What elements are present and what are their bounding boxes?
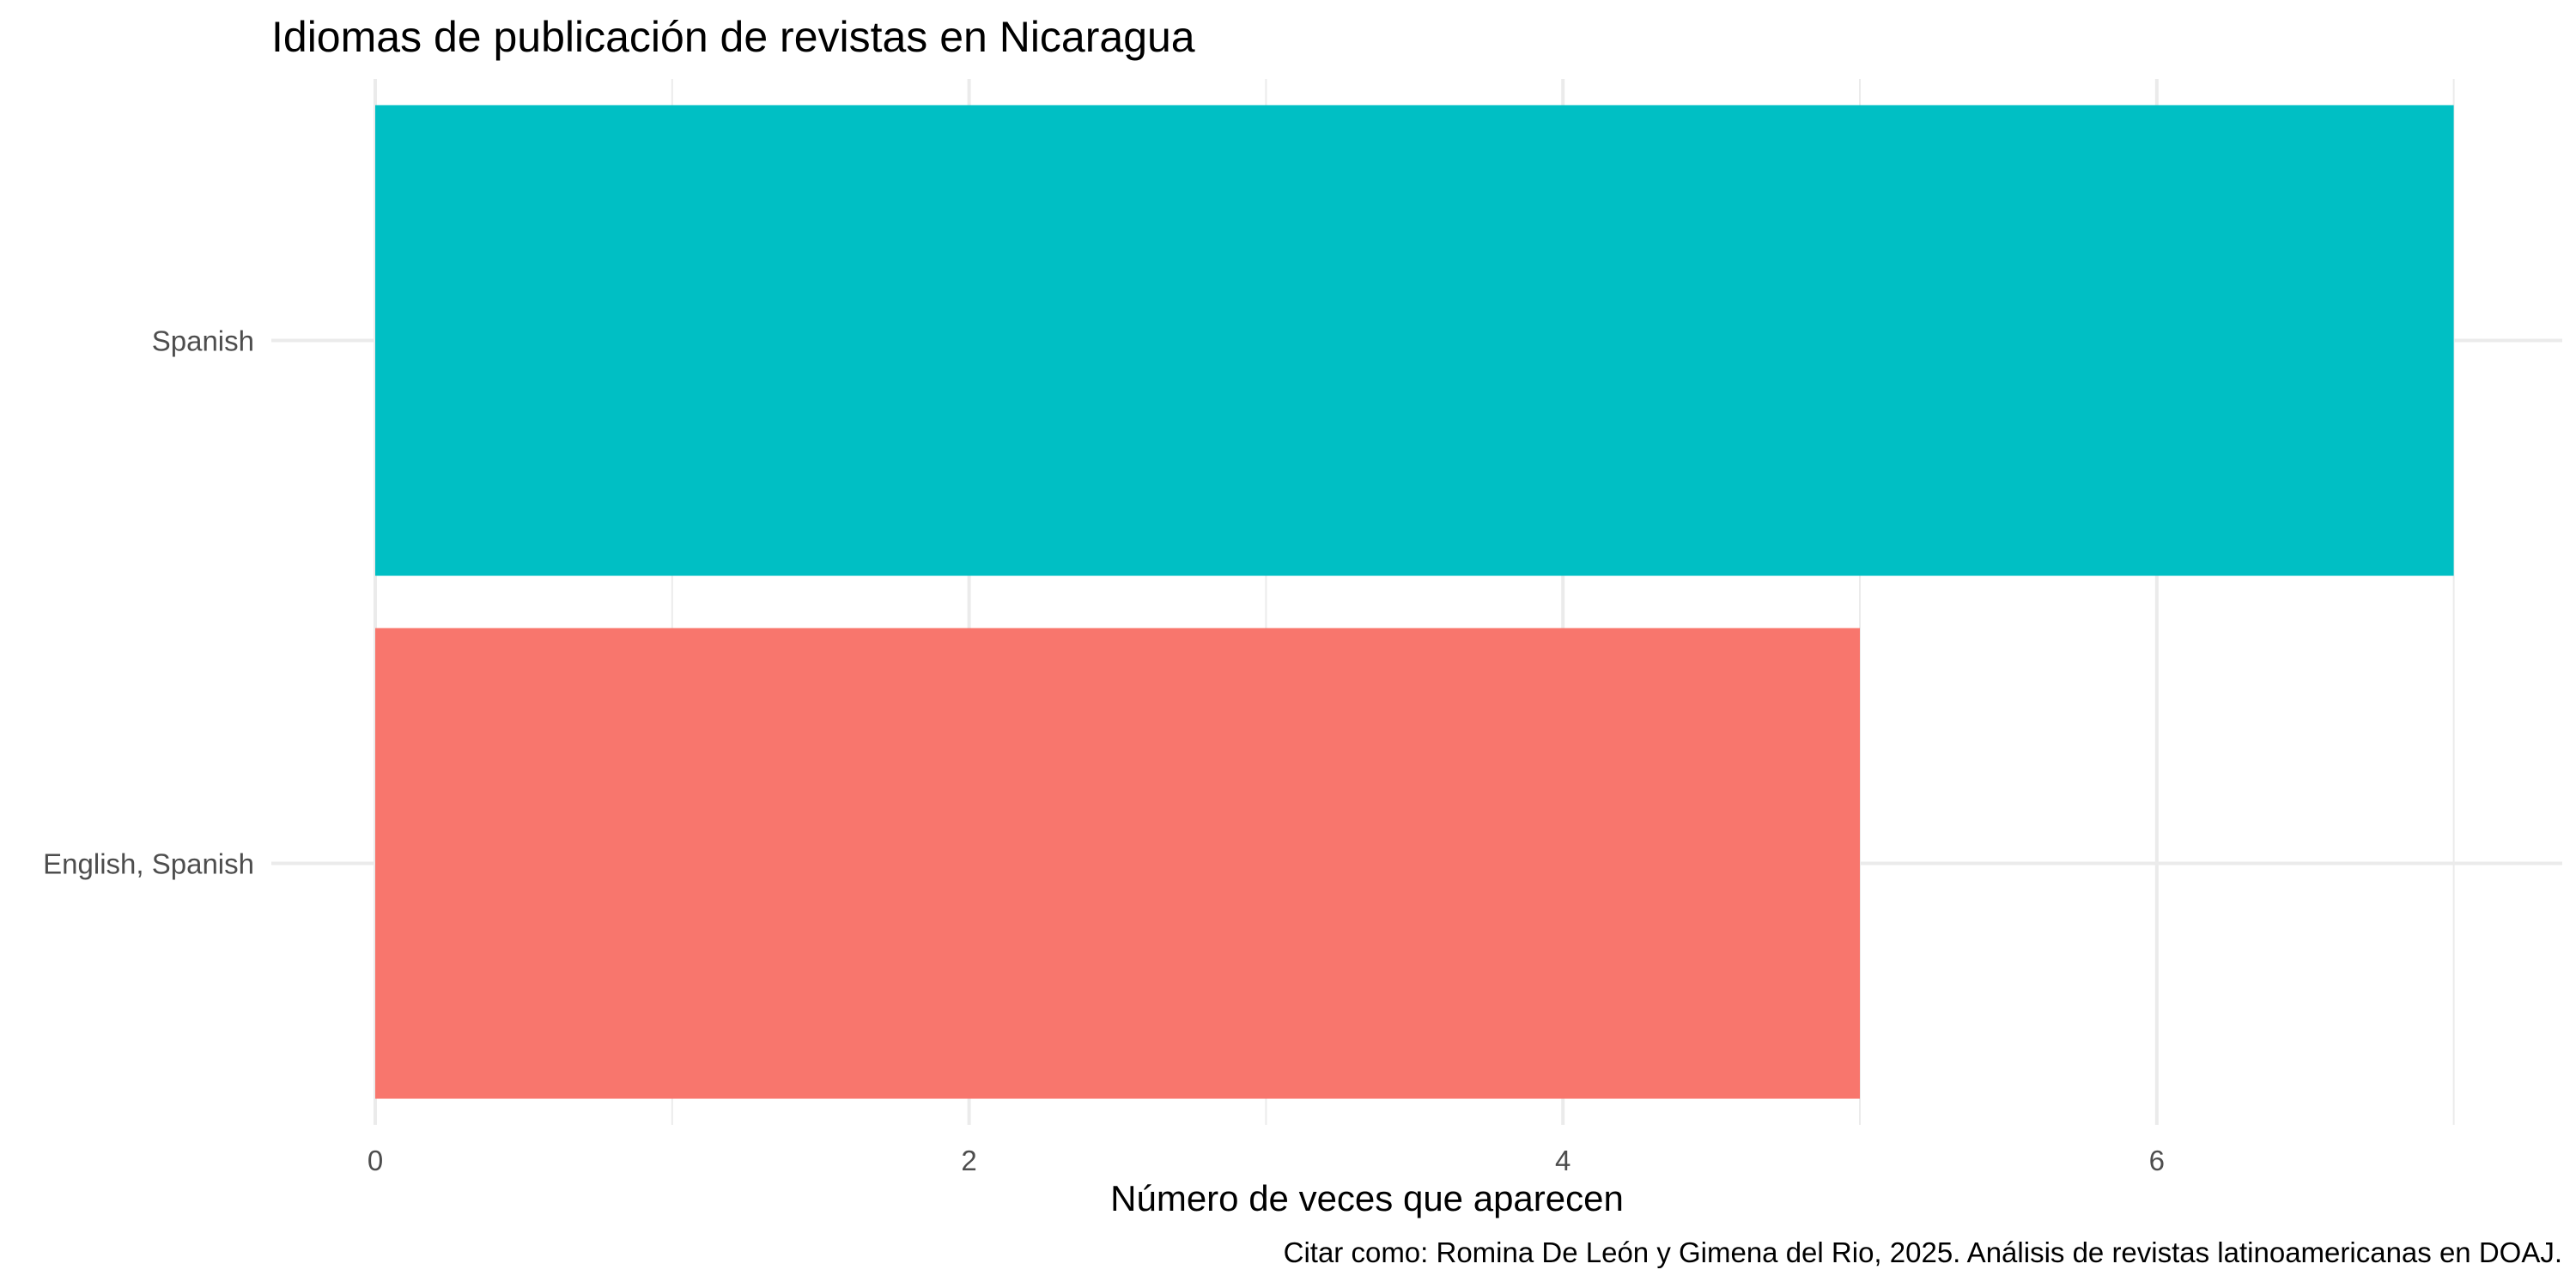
x-tick-label: 0 bbox=[368, 1145, 383, 1176]
chart-caption: Citar como: Romina De León y Gimena del … bbox=[1284, 1236, 2562, 1268]
x-tick-label: 6 bbox=[2149, 1145, 2165, 1176]
bar bbox=[375, 105, 2454, 576]
y-axis-ticks: English, Spanish Spanish bbox=[43, 325, 254, 880]
y-tick-label: Spanish bbox=[152, 325, 254, 357]
x-tick-label: 2 bbox=[961, 1145, 976, 1176]
chart-title: Idiomas de publicación de revistas en Ni… bbox=[271, 13, 1195, 61]
bars bbox=[375, 105, 2454, 1099]
y-tick-label: English, Spanish bbox=[43, 848, 254, 880]
x-tick-label: 4 bbox=[1555, 1145, 1571, 1176]
x-axis-ticks: 0 2 4 6 bbox=[368, 1145, 2165, 1176]
bar bbox=[375, 628, 1860, 1099]
x-axis-label: Número de veces que aparecen bbox=[1110, 1178, 1624, 1218]
